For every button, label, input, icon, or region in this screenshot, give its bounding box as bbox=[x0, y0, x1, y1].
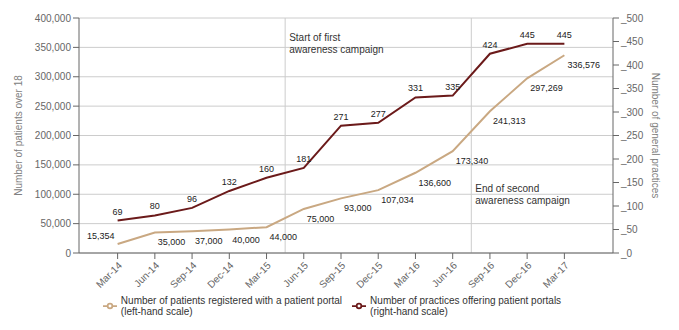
svg-text:35,000: 35,000 bbox=[158, 237, 186, 247]
svg-text:_50: _50 bbox=[620, 224, 638, 235]
svg-text:_150: _150 bbox=[620, 177, 644, 188]
svg-text:271: 271 bbox=[333, 112, 348, 122]
svg-text:160: 160 bbox=[259, 164, 274, 174]
svg-text:50,000: 50,000 bbox=[40, 218, 71, 229]
svg-text:Dec-14: Dec-14 bbox=[205, 259, 236, 290]
html-text:Number of patients registered: Number of patients registered with a pat… bbox=[120, 295, 343, 317]
svg-text:331: 331 bbox=[408, 83, 423, 93]
svg-text:Sep-14: Sep-14 bbox=[168, 259, 199, 290]
svg-text:_250: _250 bbox=[620, 130, 644, 141]
svg-text:136,600: 136,600 bbox=[418, 178, 451, 188]
svg-text:_200: _200 bbox=[620, 154, 644, 165]
svg-text:93,000: 93,000 bbox=[344, 203, 372, 213]
svg-text:_100: _100 bbox=[620, 201, 644, 212]
svg-text:181: 181 bbox=[296, 154, 311, 164]
svg-text:250,000: 250,000 bbox=[35, 101, 72, 112]
svg-text:Dec-15: Dec-15 bbox=[354, 259, 385, 290]
svg-text:336,576: 336,576 bbox=[567, 60, 600, 70]
svg-text:Mar-14: Mar-14 bbox=[94, 259, 124, 289]
svg-text:Number of general practices: Number of general practices bbox=[650, 73, 661, 199]
svg-text:Sep-15: Sep-15 bbox=[317, 259, 348, 290]
svg-text:445: 445 bbox=[520, 30, 535, 40]
svg-text:297,269: 297,269 bbox=[530, 83, 563, 93]
svg-text:75,000: 75,000 bbox=[307, 214, 335, 224]
svg-text:Start of firstawareness campai: Start of firstawareness campaign bbox=[289, 32, 384, 55]
svg-text:_0: _0 bbox=[620, 248, 633, 259]
svg-text:Mar-17: Mar-17 bbox=[541, 259, 571, 289]
svg-text:Dec-16: Dec-16 bbox=[503, 259, 534, 290]
svg-text:96: 96 bbox=[187, 194, 197, 204]
svg-text:277: 277 bbox=[371, 109, 386, 119]
svg-text:107,034: 107,034 bbox=[381, 195, 414, 205]
svg-text:_400: _400 bbox=[620, 60, 644, 71]
svg-text:335: 335 bbox=[445, 82, 460, 92]
html-text:Number of practices offering p: Number of practices offering patient por… bbox=[370, 295, 562, 317]
svg-text:173,340: 173,340 bbox=[456, 156, 489, 166]
svg-text:15,354: 15,354 bbox=[87, 231, 115, 241]
svg-text:37,000: 37,000 bbox=[195, 236, 223, 246]
svg-text:Sep-16: Sep-16 bbox=[466, 259, 497, 290]
svg-text:424: 424 bbox=[482, 40, 497, 50]
svg-text:0: 0 bbox=[65, 248, 71, 259]
svg-text:Number of patients over 18: Number of patients over 18 bbox=[13, 75, 24, 196]
svg-text:40,000: 40,000 bbox=[232, 235, 260, 245]
svg-text:150,000: 150,000 bbox=[35, 159, 72, 170]
svg-text:350,000: 350,000 bbox=[35, 42, 72, 53]
svg-text:132: 132 bbox=[222, 177, 237, 187]
svg-text:400,000: 400,000 bbox=[35, 13, 72, 24]
svg-text:Jun-14: Jun-14 bbox=[132, 259, 162, 289]
svg-text:100,000: 100,000 bbox=[35, 189, 72, 200]
svg-text:200,000: 200,000 bbox=[35, 130, 72, 141]
svg-text:_300: _300 bbox=[620, 107, 644, 118]
svg-text:445: 445 bbox=[557, 30, 572, 40]
svg-text:44,000: 44,000 bbox=[270, 232, 298, 242]
svg-text:_350: _350 bbox=[620, 83, 644, 94]
svg-text:Mar-16: Mar-16 bbox=[392, 259, 422, 289]
svg-text:300,000: 300,000 bbox=[35, 71, 72, 82]
svg-text:_450: _450 bbox=[620, 36, 644, 47]
svg-text:241,313: 241,313 bbox=[493, 116, 526, 126]
svg-text:69: 69 bbox=[113, 207, 123, 217]
svg-text:Mar-15: Mar-15 bbox=[243, 259, 273, 289]
svg-text:80: 80 bbox=[150, 201, 160, 211]
svg-text:_500: _500 bbox=[620, 13, 644, 24]
svg-text:Jun-16: Jun-16 bbox=[430, 259, 460, 289]
svg-text:Jun-15: Jun-15 bbox=[281, 259, 311, 289]
svg-text:End of secondawareness campaig: End of secondawareness campaign bbox=[475, 183, 570, 206]
